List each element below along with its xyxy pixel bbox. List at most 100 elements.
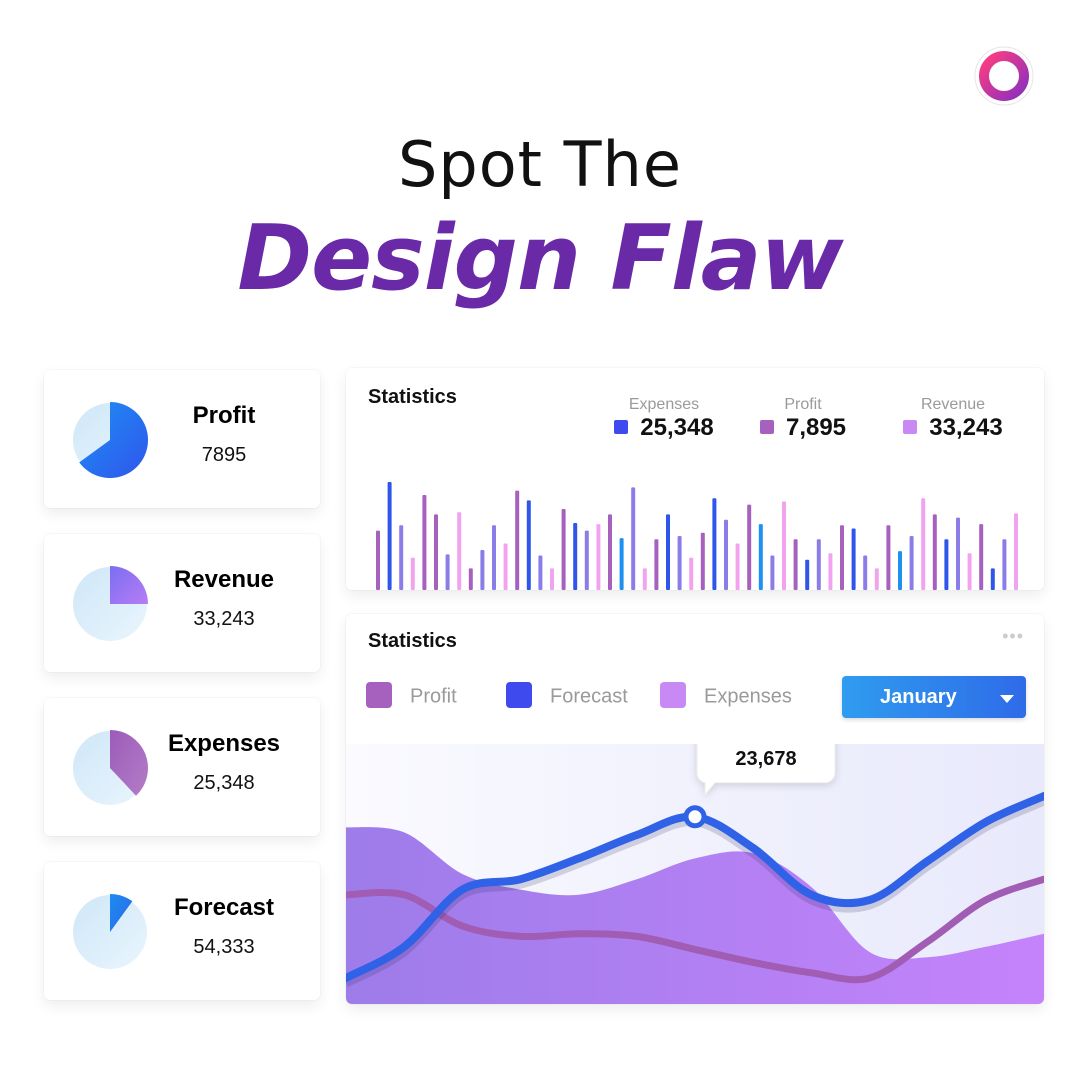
bar (874, 568, 879, 590)
pie-icon (73, 894, 147, 969)
square-swatch-icon (506, 682, 532, 708)
square-swatch-icon (366, 682, 392, 708)
legend-profit: Profit 7,895 (748, 396, 858, 442)
bar (944, 539, 949, 590)
pie-icon (73, 402, 148, 478)
bar-statistics-panel: Statistics Expenses 25,348 Profit 7,895 … (346, 368, 1044, 590)
bar (851, 528, 856, 590)
legend-expenses: Expenses 25,348 (604, 396, 724, 442)
bar (782, 501, 786, 590)
legend-revenue: Revenue 33,243 (888, 396, 1018, 442)
bar (677, 536, 682, 590)
bar (840, 525, 844, 590)
bar (990, 568, 995, 590)
line-statistics-panel: Statistics ••• Profit Forecast Expenses … (346, 614, 1044, 1004)
bar (608, 514, 612, 590)
square-swatch-icon (903, 419, 918, 434)
stat-card-title: Forecast (173, 894, 275, 921)
month-dropdown[interactable]: January (842, 676, 1026, 718)
bar (422, 494, 427, 590)
bar (526, 500, 531, 590)
stat-card-forecast: Forecast 54,333 (44, 862, 320, 1000)
bar (596, 524, 601, 590)
stat-card-title: Profit (192, 402, 256, 429)
bar (863, 555, 868, 590)
legend-value: 25,348 (640, 414, 714, 441)
heading-line-2: Design Flaw (237, 206, 843, 311)
bar (886, 525, 891, 590)
bar (932, 514, 937, 590)
bar (712, 498, 717, 590)
bar (538, 555, 543, 590)
heading-line-1: Spot The (398, 128, 682, 201)
area-chart: 23,678 (346, 744, 1044, 1004)
line-profit (346, 875, 1044, 984)
stat-card-value: 7895 (201, 444, 247, 466)
bar (747, 504, 752, 590)
panel-title: Statistics (368, 630, 457, 652)
stat-card-title: Revenue (173, 566, 275, 593)
stat-card-revenue: Revenue 33,243 (44, 534, 320, 672)
tooltip-value: 23,678 (735, 748, 796, 770)
bar (1002, 539, 1007, 590)
bar (503, 543, 508, 590)
chevron-down-icon (1000, 695, 1014, 703)
bar (561, 509, 566, 590)
bar (700, 532, 705, 590)
bar (724, 519, 728, 590)
square-swatch-icon (759, 419, 774, 434)
square-swatch-icon (660, 682, 686, 708)
pie-slice (79, 402, 148, 478)
bar (457, 512, 462, 590)
bar (689, 557, 694, 590)
highlight-point (683, 805, 707, 829)
square-swatch-icon (614, 419, 629, 434)
stat-card-expenses: Expenses 25,348 (44, 698, 320, 836)
bar (828, 553, 833, 590)
panel-title: Statistics (368, 386, 457, 408)
stat-card-value: 33,243 (193, 608, 255, 630)
bar (909, 536, 914, 590)
bar (979, 524, 984, 590)
bar (921, 498, 926, 590)
legend-forecast: Forecast (506, 682, 628, 710)
bar (642, 568, 647, 590)
bar (387, 482, 392, 590)
legend-expenses: Expenses (660, 682, 792, 710)
legend-value: 33,243 (929, 414, 1003, 441)
legend-label: Profit (784, 396, 822, 413)
bar (956, 517, 960, 590)
pie-slice (110, 566, 148, 604)
bar (376, 530, 380, 590)
bar (480, 550, 485, 590)
area-expenses (346, 827, 1044, 1004)
bar (654, 539, 659, 590)
legend-profit: Profit (366, 682, 457, 710)
bar (898, 551, 902, 590)
tooltip-bubble (696, 744, 836, 797)
logo-ring-icon (974, 46, 1034, 106)
legend-value: 7,895 (785, 414, 847, 441)
more-options-icon[interactable]: ••• (1002, 626, 1024, 646)
bar (770, 555, 775, 590)
bar (816, 539, 821, 590)
legend-label: Forecast (550, 685, 628, 708)
bar (735, 543, 740, 590)
bar (619, 538, 624, 590)
bar (1014, 513, 1018, 590)
stat-card-title: Expenses (167, 730, 281, 757)
stat-card-profit: Profit 7895 (44, 370, 320, 508)
bar (445, 554, 450, 590)
bar (666, 514, 670, 590)
pie-icon (73, 730, 148, 805)
bar (550, 568, 554, 590)
bar (758, 524, 763, 590)
bar (573, 523, 578, 590)
bar (399, 525, 404, 590)
legend-label: Profit (410, 685, 457, 708)
bar (584, 530, 589, 590)
pie-icon (73, 566, 148, 641)
bar (468, 568, 473, 590)
bar (967, 553, 972, 590)
bar (515, 490, 520, 590)
